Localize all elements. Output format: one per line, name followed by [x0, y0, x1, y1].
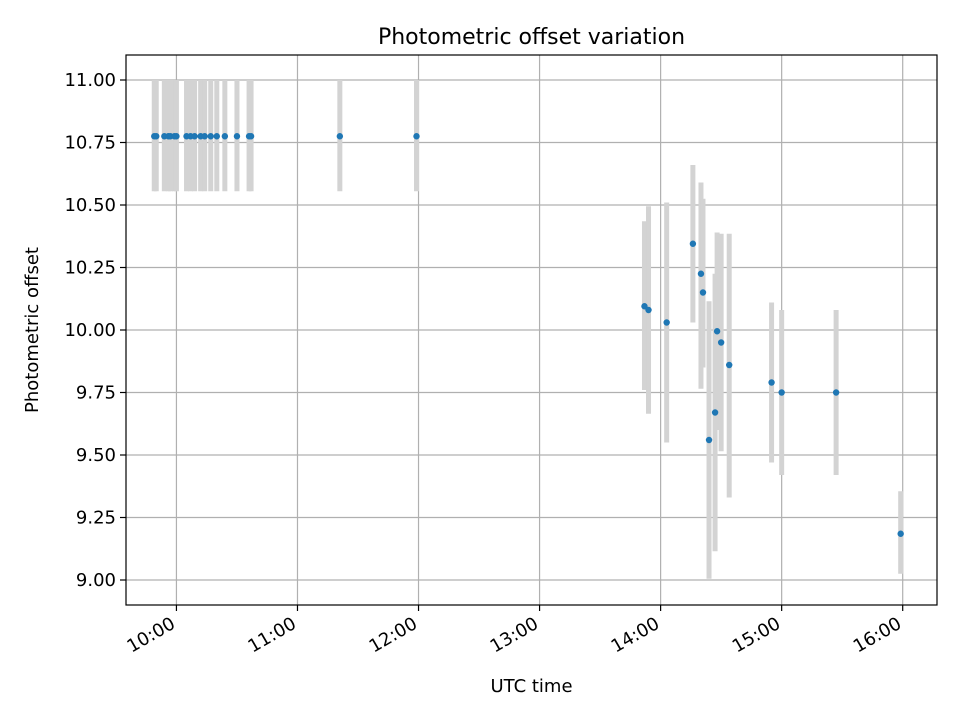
x-tick-label: 16:00 [850, 613, 905, 657]
data-point [247, 133, 255, 140]
data-point [697, 270, 705, 277]
x-tick-label: 10:00 [124, 613, 179, 657]
data-point [173, 133, 180, 140]
data-point [726, 361, 733, 369]
data-point [663, 319, 670, 326]
data-point [897, 530, 904, 537]
x-tick-label: 11:00 [245, 613, 300, 657]
data-point [699, 289, 707, 296]
chart-title: Photometric offset variation [378, 25, 685, 50]
y-tick-label: 9.50 [76, 445, 116, 466]
x-tick-label: 13:00 [487, 613, 542, 657]
data-point [201, 133, 208, 140]
y-axis-label: Photometric offset [22, 247, 43, 413]
data-point [213, 133, 220, 140]
data-point [768, 379, 775, 386]
y-tick-label: 10.25 [64, 258, 116, 279]
data-point [207, 133, 214, 140]
y-tick-label: 10.75 [64, 133, 116, 154]
data-point [713, 328, 721, 335]
y-tick-label: 10.00 [64, 320, 116, 341]
data-point [191, 133, 198, 140]
data-point [233, 133, 241, 140]
data-point [705, 436, 713, 444]
data-point [221, 133, 229, 140]
data-point [336, 133, 344, 140]
y-tick-label: 9.00 [76, 570, 116, 591]
x-axis-ticks: 10:00 11:00 12:00 13:00 14:00 15:00 16:00 [124, 605, 905, 657]
data-point [717, 339, 725, 346]
y-axis-ticks: 9.00 9.25 9.50 9.75 10.00 10.25 10.50 10.75 11.0… [64, 70, 126, 591]
x-tick-label: 14:00 [608, 613, 663, 657]
data-point [153, 133, 160, 140]
data-point [641, 303, 648, 310]
y-tick-label: 9.75 [76, 383, 116, 404]
data-point [711, 409, 719, 416]
data-point [413, 133, 420, 140]
data-point [645, 306, 652, 314]
x-tick-label: 12:00 [366, 613, 421, 657]
y-tick-label: 11.00 [64, 70, 116, 91]
y-tick-label: 10.50 [64, 195, 116, 216]
y-tick-label: 9.25 [76, 508, 116, 529]
data-point [778, 389, 785, 396]
x-axis-label: UTC time [490, 676, 572, 697]
x-tick-label: 15:00 [729, 613, 784, 657]
data-point [689, 240, 697, 247]
data-points [151, 133, 904, 537]
data-point [832, 389, 840, 396]
